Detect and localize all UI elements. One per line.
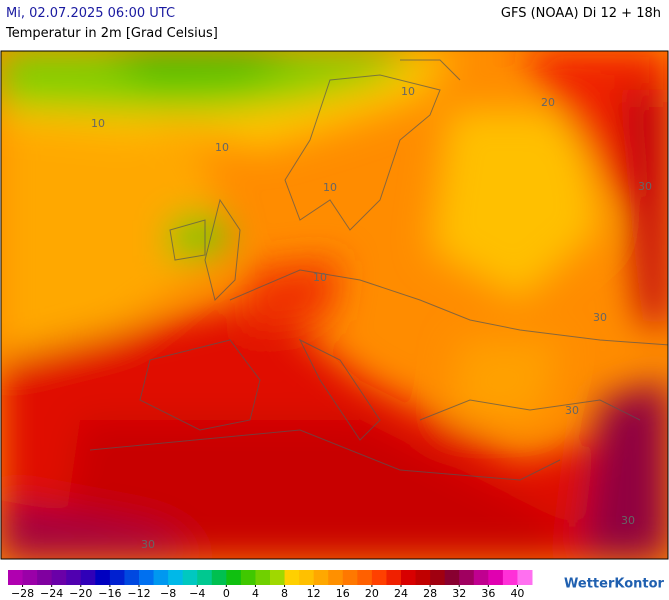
legend-swatch <box>255 570 271 585</box>
model-run: GFS (NOAA) Di 12 + 18h <box>500 6 661 21</box>
legend-tick-label: −20 <box>69 587 92 600</box>
legend-swatch <box>313 570 329 585</box>
legend-swatch <box>328 570 344 585</box>
legend-swatch <box>459 570 475 585</box>
legend-tick-label: 0 <box>223 587 230 600</box>
legend-swatch <box>357 570 373 585</box>
legend-tick-label: 12 <box>307 587 321 600</box>
legend-swatch <box>415 570 431 585</box>
legend-tick-label: −12 <box>127 587 150 600</box>
temperature-field <box>1 51 668 559</box>
legend-tick-label: 24 <box>394 587 408 600</box>
legend-swatch <box>401 570 417 585</box>
contour-label: 10 <box>401 85 415 98</box>
legend-swatch <box>371 570 387 585</box>
legend-swatch <box>182 570 198 585</box>
subtitle: Temperatur in 2m [Grad Celsius] <box>6 26 218 41</box>
legend-swatch <box>226 570 242 585</box>
legend-swatch <box>211 570 227 585</box>
map-frame <box>0 50 669 560</box>
contour-label: 30 <box>593 311 607 324</box>
legend-tick-label: 32 <box>452 587 466 600</box>
legend-swatch <box>168 570 184 585</box>
contour-label: 10 <box>215 141 229 154</box>
legend-swatch <box>124 570 140 585</box>
legend-tick-label: −4 <box>189 587 205 600</box>
legend-swatch <box>270 570 286 585</box>
contour-label: 10 <box>91 117 105 130</box>
legend-swatch <box>342 570 358 585</box>
legend-swatch <box>80 570 96 585</box>
legend-swatch <box>197 570 213 585</box>
legend-swatch <box>473 570 489 585</box>
legend-swatch <box>502 570 518 585</box>
legend-swatch <box>22 570 38 585</box>
contour-label: 20 <box>541 96 555 109</box>
legend-tick-label: 28 <box>423 587 437 600</box>
legend-swatch <box>51 570 67 585</box>
contour-label: 30 <box>141 538 155 551</box>
legend-tick-label: −28 <box>11 587 34 600</box>
legend-swatch <box>488 570 504 585</box>
legend-swatch <box>66 570 82 585</box>
legend-swatch <box>430 570 446 585</box>
legend-swatch <box>153 570 169 585</box>
legend-swatch <box>284 570 300 585</box>
contour-label: 10 <box>313 271 327 284</box>
legend-swatch <box>517 570 533 585</box>
legend-swatch <box>139 570 155 585</box>
contour-label: 30 <box>638 180 652 193</box>
legend-swatch <box>8 570 24 585</box>
legend-swatch <box>299 570 315 585</box>
legend-tick-label: 20 <box>365 587 379 600</box>
brand: WetterKontor <box>564 577 665 592</box>
legend-tick-label: −16 <box>98 587 121 600</box>
legend-tick-label: 4 <box>252 587 259 600</box>
legend-swatch <box>386 570 402 585</box>
legend-tick-label: −24 <box>40 587 63 600</box>
contour-label: 10 <box>323 181 337 194</box>
legend-tick-label: 16 <box>336 587 350 600</box>
datetime: Mi, 02.07.2025 06:00 UTC <box>6 6 176 21</box>
legend-swatch <box>37 570 53 585</box>
contour-label: 30 <box>621 514 635 527</box>
legend-tick-label: 8 <box>281 587 288 600</box>
contour-label: 30 <box>565 404 579 417</box>
legend-tick-label: −8 <box>160 587 176 600</box>
legend-tick-label: 40 <box>510 587 524 600</box>
legend-swatch <box>240 570 256 585</box>
legend-tick-label: 36 <box>481 587 495 600</box>
legend-swatch <box>109 570 125 585</box>
legend-swatch <box>95 570 111 585</box>
legend-swatch <box>444 570 460 585</box>
